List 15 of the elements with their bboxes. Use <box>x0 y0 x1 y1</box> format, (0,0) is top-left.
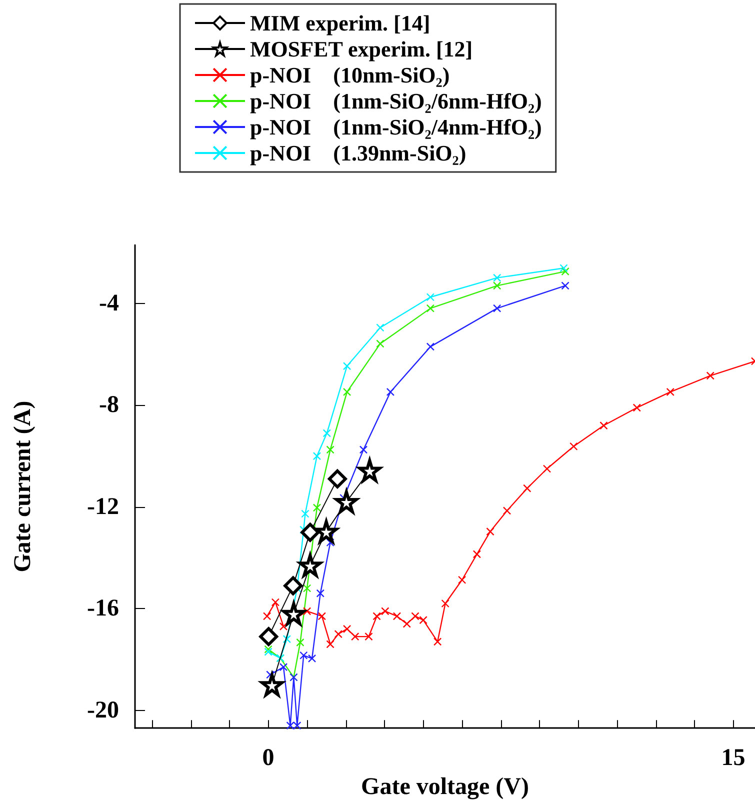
y-tick-label: -8 <box>99 392 119 418</box>
x-axis-title: Gate voltage (V) <box>361 774 529 800</box>
legend-label: p-NOI (1nm-SiO₂/6nm-HfO₂) <box>250 88 542 114</box>
y-tick-label: -4 <box>99 290 119 316</box>
x-tick-label: 15 <box>721 745 746 772</box>
legend-label: MOSFET experim. [12] <box>250 36 473 62</box>
y-tick-label: -16 <box>87 596 119 622</box>
y-tick-label: -12 <box>87 494 119 520</box>
legend-label: p-NOI (10nm-SiO₂) <box>250 62 450 88</box>
x-tick-label: 0 <box>262 745 274 772</box>
y-axis-title: Gate current (A) <box>10 400 36 572</box>
legend-label: p-NOI (1.39nm-SiO₂) <box>250 140 466 166</box>
legend-label: p-NOI (1nm-SiO₂/4nm-HfO₂) <box>250 114 542 140</box>
legend-label: MIM experim. [14] <box>250 10 430 36</box>
y-tick-label: -20 <box>87 697 119 724</box>
